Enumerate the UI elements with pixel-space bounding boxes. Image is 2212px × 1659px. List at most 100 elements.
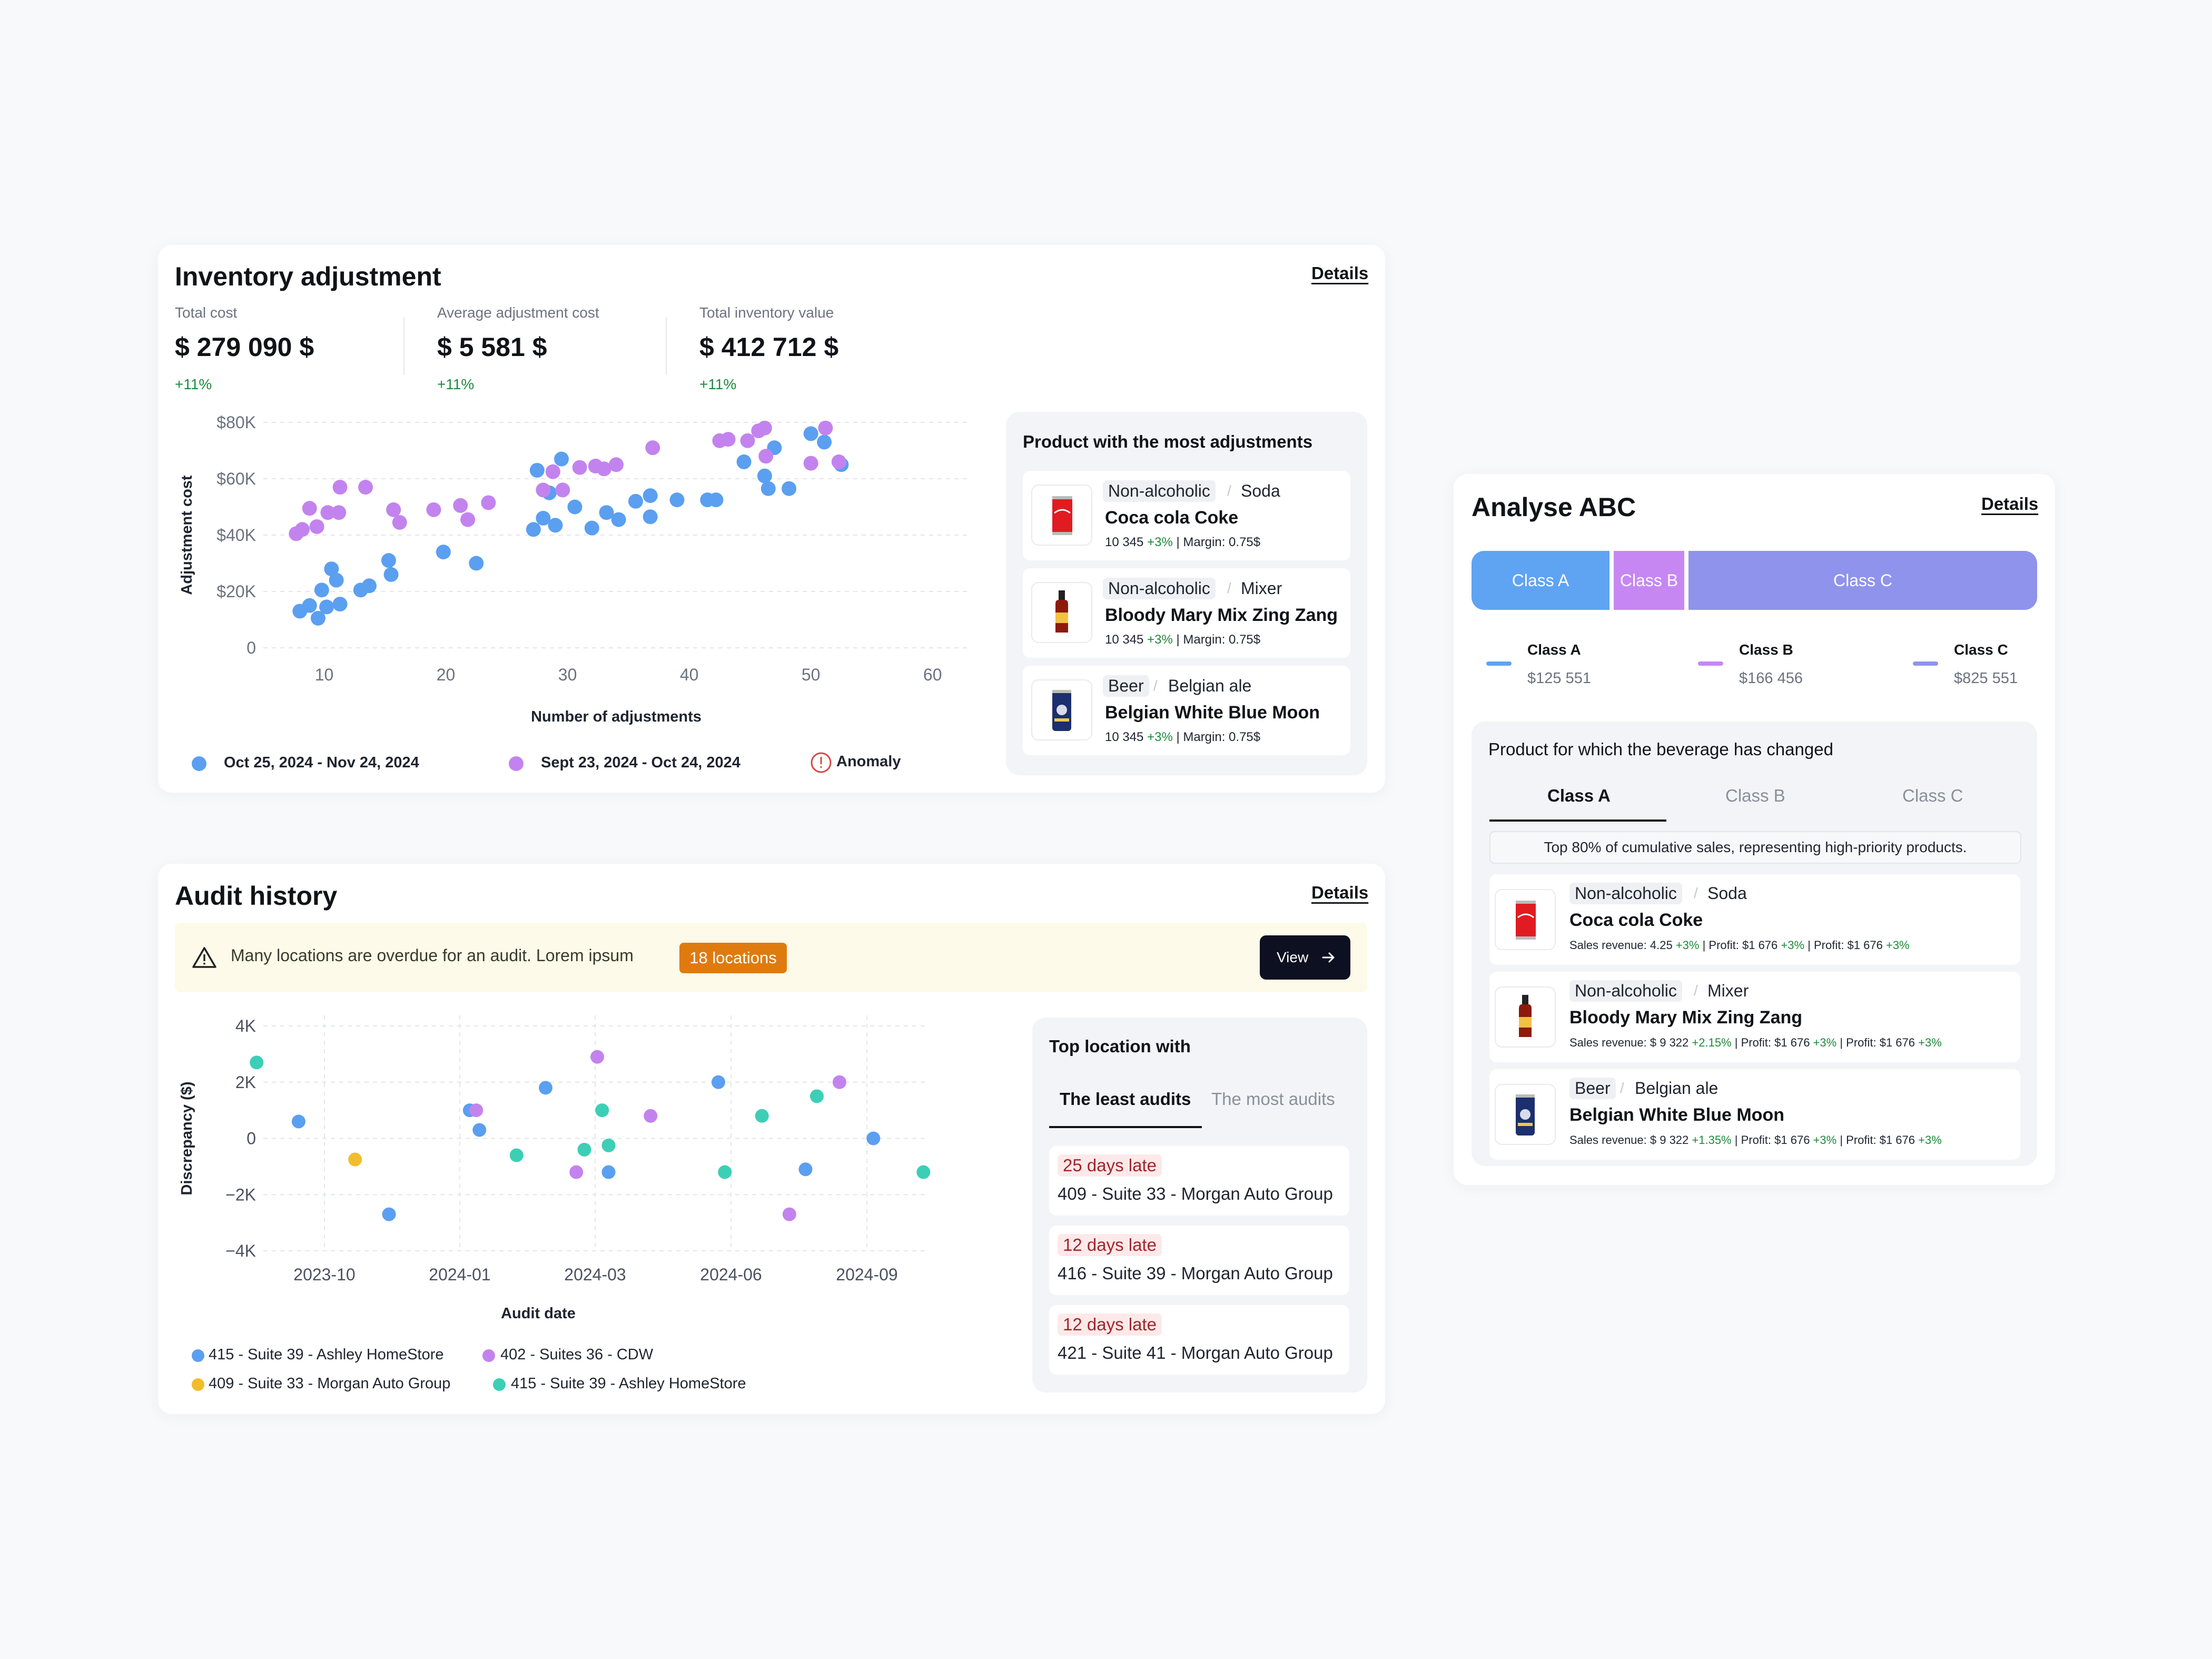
- data-point: [831, 454, 846, 469]
- class-b-swatch: [1698, 661, 1723, 666]
- data-point: [302, 501, 317, 516]
- abc-details-link[interactable]: Details: [1981, 494, 2039, 514]
- class-a-name: Class A: [1527, 641, 1581, 658]
- beer-can-image: [1495, 1084, 1556, 1145]
- product-margin: | Margin: 0.75$: [1172, 730, 1261, 744]
- kpi-label: Average adjustment cost: [437, 304, 599, 321]
- location-item[interactable]: 25 days late 409 - Suite 33 - Morgan Aut…: [1049, 1146, 1349, 1216]
- product-item[interactable]: Non-alcoholic / Soda Coca cola Coke 10 3…: [1023, 471, 1350, 560]
- data-point: [526, 522, 541, 537]
- x-tick-label: 60: [923, 665, 942, 684]
- class-c-name: Class C: [1954, 641, 2008, 658]
- data-point: [916, 1165, 931, 1179]
- class-b-segment[interactable]: Class B: [1614, 551, 1684, 610]
- data-point: [453, 498, 468, 513]
- y-tick-label: $60K: [216, 469, 256, 488]
- data-point: [536, 482, 551, 498]
- product-margin: | Margin: 0.75$: [1172, 535, 1261, 549]
- inventory-title: Inventory adjustment: [175, 262, 441, 291]
- profit: | Profit: $1 676: [1731, 1133, 1813, 1147]
- tab-least-audits[interactable]: The least audits: [1060, 1089, 1191, 1109]
- data-point: [319, 599, 334, 615]
- product-category: Non-alcoholic: [1569, 980, 1682, 1002]
- legend-anomaly: Anomaly: [836, 753, 901, 770]
- product-name: Coca cola Coke: [1105, 508, 1239, 528]
- kpi-total-inventory: Total inventory value $ 412 712 $ +11%: [699, 304, 931, 393]
- product-meta: Sales revenue: $ 9 322 +1.35% | Profit: …: [1569, 1133, 1942, 1147]
- product-name: Coca cola Coke: [1569, 910, 1703, 930]
- data-point: [332, 480, 348, 495]
- data-point: [509, 1148, 524, 1162]
- class-c-value: $825 551: [1954, 670, 2018, 687]
- tab-class-c[interactable]: Class C: [1902, 786, 1963, 805]
- data-point: [250, 1055, 264, 1070]
- audit-legend-item: 415 - Suite 39 - Ashley HomeStore: [511, 1375, 746, 1392]
- data-point: [736, 454, 752, 469]
- abc-product-item[interactable]: Non-alcoholic / Mixer Bloody Mary Mix Zi…: [1489, 972, 2020, 1062]
- product-name: Belgian White Blue Moon: [1105, 703, 1320, 723]
- inventory-details-link[interactable]: Details: [1311, 263, 1369, 283]
- data-point: [782, 1207, 796, 1221]
- coke-can-image: [1031, 485, 1092, 546]
- late-badge: 12 days late: [1058, 1314, 1162, 1336]
- tab-most-audits[interactable]: The most audits: [1211, 1089, 1335, 1109]
- class-a-segment[interactable]: Class A: [1472, 551, 1609, 610]
- sales-revenue: Sales revenue: $ 9 322: [1569, 1133, 1692, 1147]
- x-tick-label: 20: [437, 665, 456, 684]
- product-item[interactable]: Beer / Belgian ale Belgian White Blue Mo…: [1023, 666, 1350, 755]
- product-qty: 10 345: [1105, 535, 1144, 549]
- data-point: [758, 449, 774, 464]
- product-subcategory: Belgian ale: [1635, 1079, 1719, 1098]
- y-tick-label: 2K: [235, 1073, 256, 1092]
- tab-class-a[interactable]: Class A: [1547, 786, 1611, 805]
- beer-can-image: [1031, 679, 1092, 740]
- product-meta: 10 345 +3% | Margin: 0.75$: [1105, 633, 1260, 647]
- data-point: [324, 561, 339, 577]
- class-c-swatch: [1913, 661, 1938, 666]
- product-item[interactable]: Non-alcoholic / Mixer Bloody Mary Mix Zi…: [1023, 568, 1350, 658]
- audit-details-link[interactable]: Details: [1311, 883, 1369, 902]
- location-item[interactable]: 12 days late 421 - Suite 41 - Morgan Aut…: [1049, 1305, 1349, 1375]
- kpi-value: $ 279 090 $: [175, 332, 314, 362]
- data-point: [669, 492, 685, 508]
- location-name: 416 - Suite 39 - Morgan Auto Group: [1058, 1263, 1333, 1283]
- product-category: Non-alcoholic: [1103, 578, 1216, 599]
- coke-can-image: [1495, 889, 1556, 950]
- data-point: [644, 1109, 658, 1123]
- location-item[interactable]: 12 days late 416 - Suite 39 - Morgan Aut…: [1049, 1226, 1349, 1295]
- kpi-label: Total inventory value: [699, 304, 834, 321]
- data-point: [555, 482, 570, 498]
- legend-dot-series1: [192, 756, 206, 771]
- legend-series1: Oct 25, 2024 - Nov 24, 2024: [224, 754, 419, 771]
- adjustment-scatter-chart: 0 $20K $40K $60K $80K 10 20 30 40 50 60 Number of a…: [179, 413, 969, 725]
- x-tick-label: 2024-01: [429, 1265, 490, 1284]
- product-subcategory: Mixer: [1241, 579, 1282, 598]
- data-point: [538, 1081, 552, 1095]
- x-tick-label: 2024-03: [564, 1265, 626, 1284]
- data-point: [362, 578, 377, 594]
- view-button[interactable]: View: [1260, 935, 1350, 980]
- kpi-change: +11%: [437, 376, 475, 392]
- x-tick-label: 40: [680, 665, 699, 684]
- data-point: [332, 597, 348, 612]
- locations-badge: 18 locations: [679, 943, 787, 973]
- data-point: [577, 1142, 591, 1157]
- abc-product-item[interactable]: Non-alcoholic / Soda Coca cola Coke Sale…: [1489, 874, 2020, 965]
- top-location-title: Top location with: [1049, 1036, 1191, 1056]
- data-point: [314, 582, 329, 598]
- product-qty: 10 345: [1105, 730, 1144, 744]
- data-point: [358, 480, 373, 495]
- x-tick-label: 2024-06: [700, 1265, 762, 1284]
- tab-class-b[interactable]: Class B: [1725, 786, 1785, 805]
- product-subcategory: Soda: [1241, 481, 1280, 500]
- data-point: [803, 456, 818, 471]
- abc-product-item[interactable]: Beer / Belgian ale Belgian White Blue Mo…: [1489, 1069, 2020, 1160]
- profit-change: +3%: [1918, 1036, 1942, 1049]
- beverage-changed-title: Product for which the beverage has chang…: [1488, 739, 1833, 759]
- class-c-segment[interactable]: Class C: [1688, 551, 2037, 610]
- data-point: [572, 460, 587, 475]
- separator: /: [1227, 482, 1231, 499]
- legend-dot-series2: [509, 756, 524, 771]
- data-point: [818, 420, 833, 436]
- class-a-value: $125 551: [1527, 670, 1591, 687]
